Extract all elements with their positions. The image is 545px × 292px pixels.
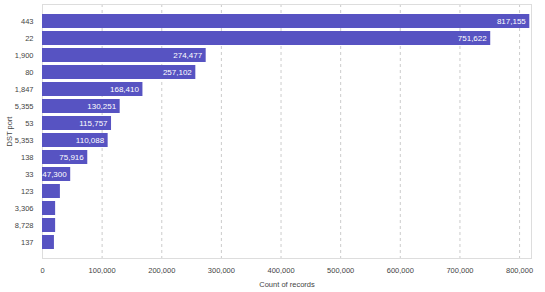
svg-text:0: 0: [40, 266, 44, 275]
svg-text:800,000: 800,000: [506, 266, 533, 275]
svg-text:817,155: 817,155: [497, 17, 526, 26]
svg-text:700,000: 700,000: [446, 266, 473, 275]
svg-text:53: 53: [25, 119, 33, 128]
svg-text:100,000: 100,000: [89, 266, 116, 275]
svg-text:400,000: 400,000: [267, 266, 294, 275]
svg-text:33: 33: [25, 170, 33, 179]
svg-text:DST port: DST port: [5, 116, 14, 147]
svg-text:200,000: 200,000: [148, 266, 175, 275]
svg-text:1,847: 1,847: [15, 85, 34, 94]
svg-text:3,306: 3,306: [15, 204, 34, 213]
svg-text:47,300: 47,300: [42, 170, 67, 179]
svg-text:130,251: 130,251: [87, 102, 116, 111]
svg-text:137: 137: [21, 238, 34, 247]
svg-text:80: 80: [25, 68, 33, 77]
svg-text:115,757: 115,757: [79, 119, 108, 128]
svg-text:500,000: 500,000: [327, 266, 354, 275]
svg-text:123: 123: [21, 187, 34, 196]
svg-text:257,102: 257,102: [163, 68, 192, 77]
svg-text:5,355: 5,355: [15, 102, 34, 111]
svg-text:443: 443: [21, 17, 34, 26]
svg-text:8,728: 8,728: [15, 221, 34, 230]
svg-text:110,088: 110,088: [76, 136, 105, 145]
svg-text:168,410: 168,410: [110, 85, 139, 94]
svg-text:Count of records: Count of records: [259, 280, 315, 289]
svg-text:1,900: 1,900: [15, 51, 34, 60]
svg-text:22: 22: [25, 34, 33, 43]
svg-text:600,000: 600,000: [387, 266, 414, 275]
svg-text:300,000: 300,000: [208, 266, 235, 275]
svg-text:5,353: 5,353: [15, 136, 34, 145]
svg-text:75,916: 75,916: [59, 153, 84, 162]
svg-text:751,622: 751,622: [458, 34, 487, 43]
svg-text:138: 138: [21, 153, 34, 162]
svg-text:274,477: 274,477: [173, 51, 202, 60]
